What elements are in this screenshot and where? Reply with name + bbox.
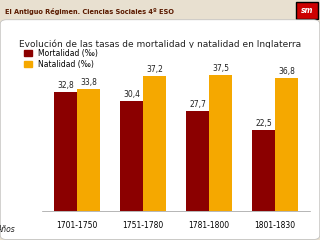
Text: 30,4: 30,4	[123, 90, 140, 99]
Legend: Mortalidad (‰), Natalidad (‰): Mortalidad (‰), Natalidad (‰)	[24, 48, 98, 69]
Text: 37,5: 37,5	[212, 64, 229, 73]
Text: sm: sm	[300, 6, 313, 15]
Text: El Antiguo Régimen. Ciencias Sociales 4º ESO: El Antiguo Régimen. Ciencias Sociales 4º…	[5, 8, 174, 15]
Text: 37,2: 37,2	[146, 66, 163, 74]
FancyBboxPatch shape	[296, 2, 318, 19]
Bar	[143, 76, 166, 211]
Text: Años: Años	[0, 225, 15, 234]
Bar	[186, 111, 209, 211]
Bar	[120, 101, 143, 211]
Bar	[252, 130, 275, 211]
Bar	[77, 89, 100, 211]
Text: 32,8: 32,8	[57, 81, 74, 90]
FancyBboxPatch shape	[0, 20, 320, 240]
Text: 27,7: 27,7	[189, 100, 206, 109]
Text: Evolución de las tasas de mortalidad y natalidad en Inglaterra: Evolución de las tasas de mortalidad y n…	[19, 39, 301, 49]
Bar	[54, 92, 77, 211]
Text: 33,8: 33,8	[80, 78, 97, 87]
Text: 22,5: 22,5	[255, 119, 272, 128]
Bar	[209, 75, 232, 211]
Bar	[275, 78, 298, 211]
Text: 36,8: 36,8	[278, 67, 295, 76]
